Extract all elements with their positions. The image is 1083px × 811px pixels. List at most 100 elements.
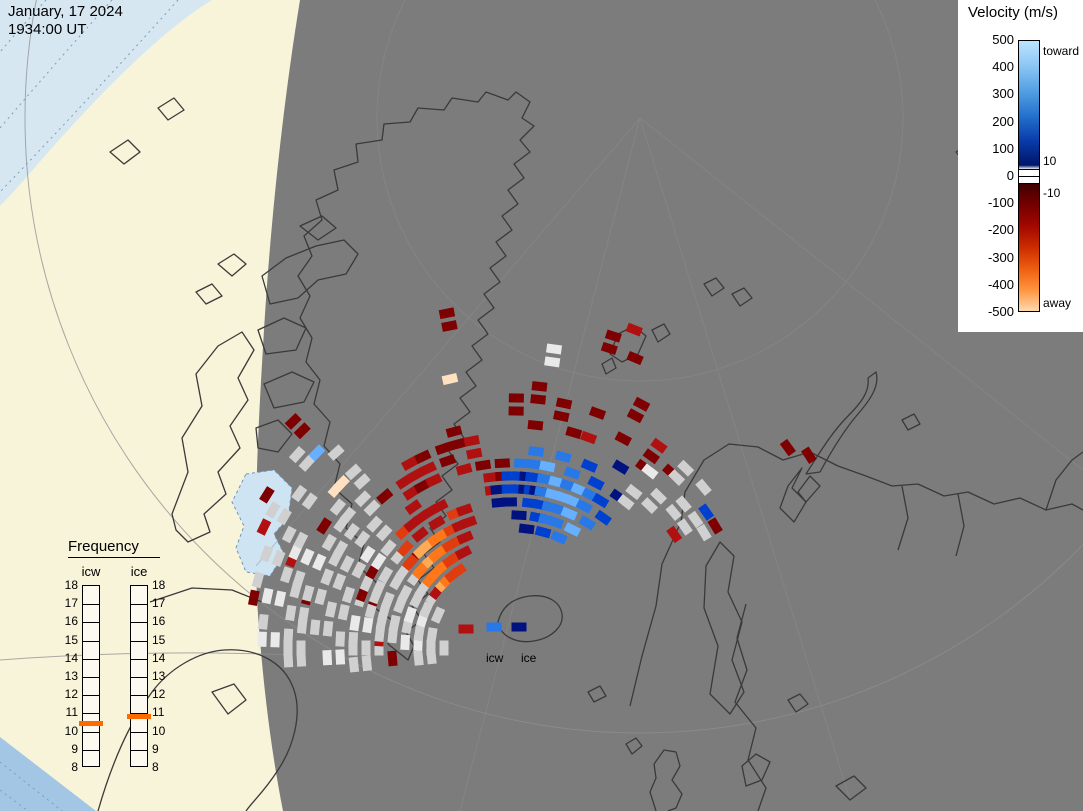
radar-cell	[528, 446, 545, 457]
radar-cell	[666, 525, 683, 544]
frequency-scale-line	[83, 695, 99, 697]
radar-site-label-icw: icw	[486, 651, 504, 665]
dotted-meridian	[0, 0, 113, 129]
radar-cell	[270, 632, 280, 648]
radar-cell	[333, 474, 350, 492]
radar-cell	[283, 628, 294, 645]
radar-cell	[376, 488, 394, 505]
radar-cell	[375, 524, 393, 542]
dotted-meridian	[0, 0, 47, 53]
frequency-tick-ice-12: 12	[152, 687, 166, 702]
frequency-tick-icw-13: 13	[64, 669, 78, 683]
radar-cell	[430, 606, 446, 624]
frequency-tick-ice-11: 11	[152, 705, 165, 720]
radar-cell	[388, 614, 401, 632]
radar-cell	[580, 430, 598, 445]
radar-cell	[508, 393, 524, 403]
frequency-tick-ice-14: 14	[152, 650, 166, 665]
radar-cell	[349, 615, 361, 632]
frequency-scale-line	[83, 658, 99, 660]
radar-cell	[508, 406, 524, 416]
radar-cell	[449, 563, 467, 579]
radar-cell	[625, 322, 643, 337]
radar-cell	[456, 530, 474, 545]
coastline-greenland	[297, 91, 535, 661]
radar-cell	[418, 601, 434, 619]
radar-cell	[676, 518, 693, 536]
radar-cell	[395, 474, 413, 490]
radar-cell	[553, 410, 570, 423]
frequency-scale-line	[131, 731, 147, 733]
radar-cell	[486, 622, 502, 632]
radar-cell	[441, 320, 458, 332]
radar-cell	[400, 634, 411, 651]
radar-cell	[337, 603, 350, 621]
coastline-novaya-zemlya	[797, 371, 878, 503]
frequency-marker-ice	[127, 714, 151, 720]
radar-cell	[588, 406, 607, 420]
radar-cell	[801, 446, 817, 464]
velocity-legend-title: Velocity (m/s)	[968, 4, 1059, 21]
radar-cell	[332, 540, 349, 558]
velocity-tick-200: 200	[992, 113, 1014, 129]
radar-cell	[455, 503, 474, 517]
coastline-small-islands	[109, 97, 247, 305]
radar-cell	[256, 518, 272, 536]
radar-cell	[625, 483, 643, 501]
radar-cell	[332, 573, 347, 591]
radar-cell	[513, 458, 530, 469]
radar-cell	[297, 606, 310, 624]
radar-cell	[380, 591, 395, 609]
radar-cell	[322, 620, 334, 637]
radar-cell	[316, 517, 332, 535]
frequency-scale-line	[83, 622, 99, 624]
radar-cell	[341, 586, 356, 604]
coastline-baffin	[171, 331, 255, 543]
radar-cell	[494, 458, 511, 469]
twilight-corner-topleft	[0, 0, 212, 206]
latitude-circle-inner	[376, 0, 904, 382]
radar-cell	[591, 492, 610, 509]
frequency-tick-icw-16: 16	[64, 614, 78, 629]
radar-cell	[276, 507, 292, 526]
radar-cell	[560, 506, 578, 521]
velocity-tick--100: -100	[987, 195, 1014, 211]
radar-cell	[327, 444, 345, 461]
radar-cell	[301, 492, 318, 510]
radar-cell	[271, 549, 286, 568]
radar-cell	[404, 499, 423, 516]
radar-cell	[348, 656, 360, 673]
radar-cell	[554, 450, 572, 464]
radar-cell	[387, 627, 398, 644]
radar-cell	[555, 397, 573, 410]
radar-cell	[283, 651, 294, 668]
frequency-panel: Frequency icw ice 18 17 16 15 14 13 12 11 10 9 8 18…	[50, 538, 250, 793]
frequency-tick-ice-17: 17	[152, 596, 166, 611]
frequency-scale-line	[83, 713, 99, 715]
radar-cell	[501, 497, 518, 507]
radar-cell	[413, 649, 424, 666]
radar-cell	[359, 574, 374, 593]
colorbar-zero-line	[1018, 176, 1040, 177]
radar-cell	[281, 525, 297, 544]
radar-cell	[600, 341, 618, 356]
radar-cell	[565, 426, 583, 440]
radar-cell	[455, 463, 473, 476]
radar-cell	[354, 490, 372, 508]
radar-cell	[441, 373, 459, 386]
radar-cell	[389, 572, 405, 591]
frequency-tick-ice-10: 10	[152, 723, 166, 738]
radar-cell	[361, 640, 371, 656]
radar-cell	[696, 523, 712, 542]
radar-cell	[465, 447, 483, 460]
radar-cell	[626, 408, 645, 424]
velocity-tick-0: 0	[1006, 168, 1014, 183]
velocity-tick--300: -300	[987, 249, 1014, 265]
velocity-tick-100: 100	[992, 140, 1014, 156]
frequency-tick-ice-16: 16	[152, 614, 166, 629]
dotted-meridian	[0, 761, 63, 811]
frequency-tick-ice-18: 18	[152, 578, 166, 592]
radar-cell	[526, 458, 543, 470]
